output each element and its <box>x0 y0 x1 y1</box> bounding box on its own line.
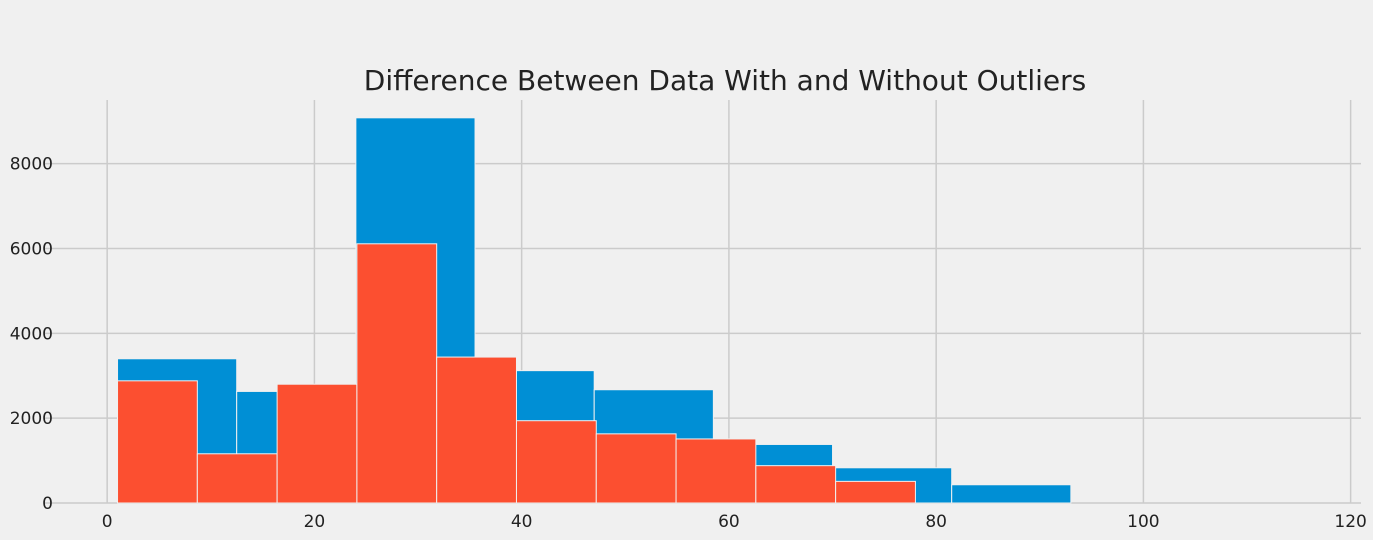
x-tick-label: 100 <box>1127 512 1159 532</box>
histogram-bar <box>117 380 198 504</box>
y-tick-label: 0 <box>42 494 53 514</box>
x-tick-label: 20 <box>304 512 326 532</box>
histogram-bar <box>436 356 517 504</box>
x-tick-label: 60 <box>718 512 740 532</box>
histogram-bar <box>835 480 916 504</box>
y-tick-label: 4000 <box>10 324 53 344</box>
histogram-bar <box>515 420 597 504</box>
histogram-bar <box>356 243 438 504</box>
bars-layer <box>117 117 1072 504</box>
ticks-layer: 0 20 40 60 80 100 120 0 2000 4000 6000 8000 <box>10 155 1367 532</box>
y-tick-label: 8000 <box>10 155 53 175</box>
histogram-bar <box>196 453 278 504</box>
x-tick-label: 0 <box>102 512 113 532</box>
y-tick-label: 6000 <box>10 239 53 259</box>
histogram-bar <box>276 383 358 504</box>
x-tick-label: 120 <box>1334 512 1366 532</box>
histogram-bar <box>595 433 677 504</box>
histogram-bar <box>755 465 837 504</box>
chart-title: Difference Between Data With and Without… <box>364 64 1086 97</box>
histogram-bar <box>951 484 1072 504</box>
y-tick-label: 2000 <box>10 409 53 429</box>
histogram-bar <box>675 438 757 504</box>
x-tick-label: 80 <box>925 512 947 532</box>
x-tick-label: 40 <box>511 512 533 532</box>
